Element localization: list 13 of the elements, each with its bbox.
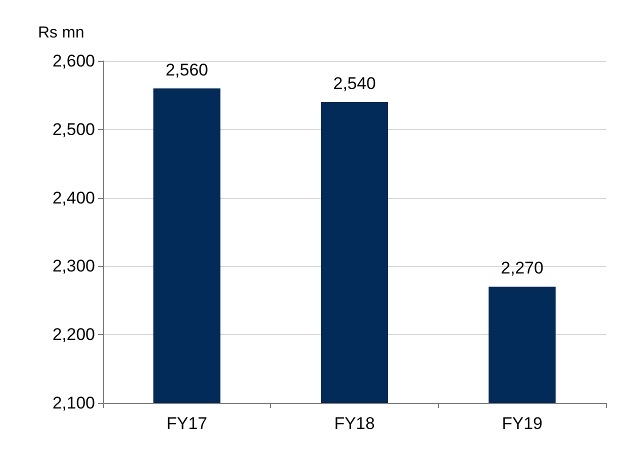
data-label: 2,270 xyxy=(500,258,544,278)
y-tick-label: 2,200 xyxy=(52,325,95,344)
y-tick-label: 2,300 xyxy=(52,256,95,276)
x-tick-label: FY19 xyxy=(502,414,542,433)
y-tick-label: 2,500 xyxy=(52,120,95,139)
x-tick-label: FY17 xyxy=(166,414,208,433)
data-label: 2,540 xyxy=(333,74,376,94)
y-tick-label: 2,100 xyxy=(52,394,95,412)
y-tick-label: 2,400 xyxy=(52,188,95,208)
y-axis-title: Rs mn xyxy=(38,24,84,42)
y-tick-label: 2,600 xyxy=(52,52,95,70)
x-tick-label: FY18 xyxy=(334,414,375,433)
data-label: 2,560 xyxy=(166,60,208,80)
